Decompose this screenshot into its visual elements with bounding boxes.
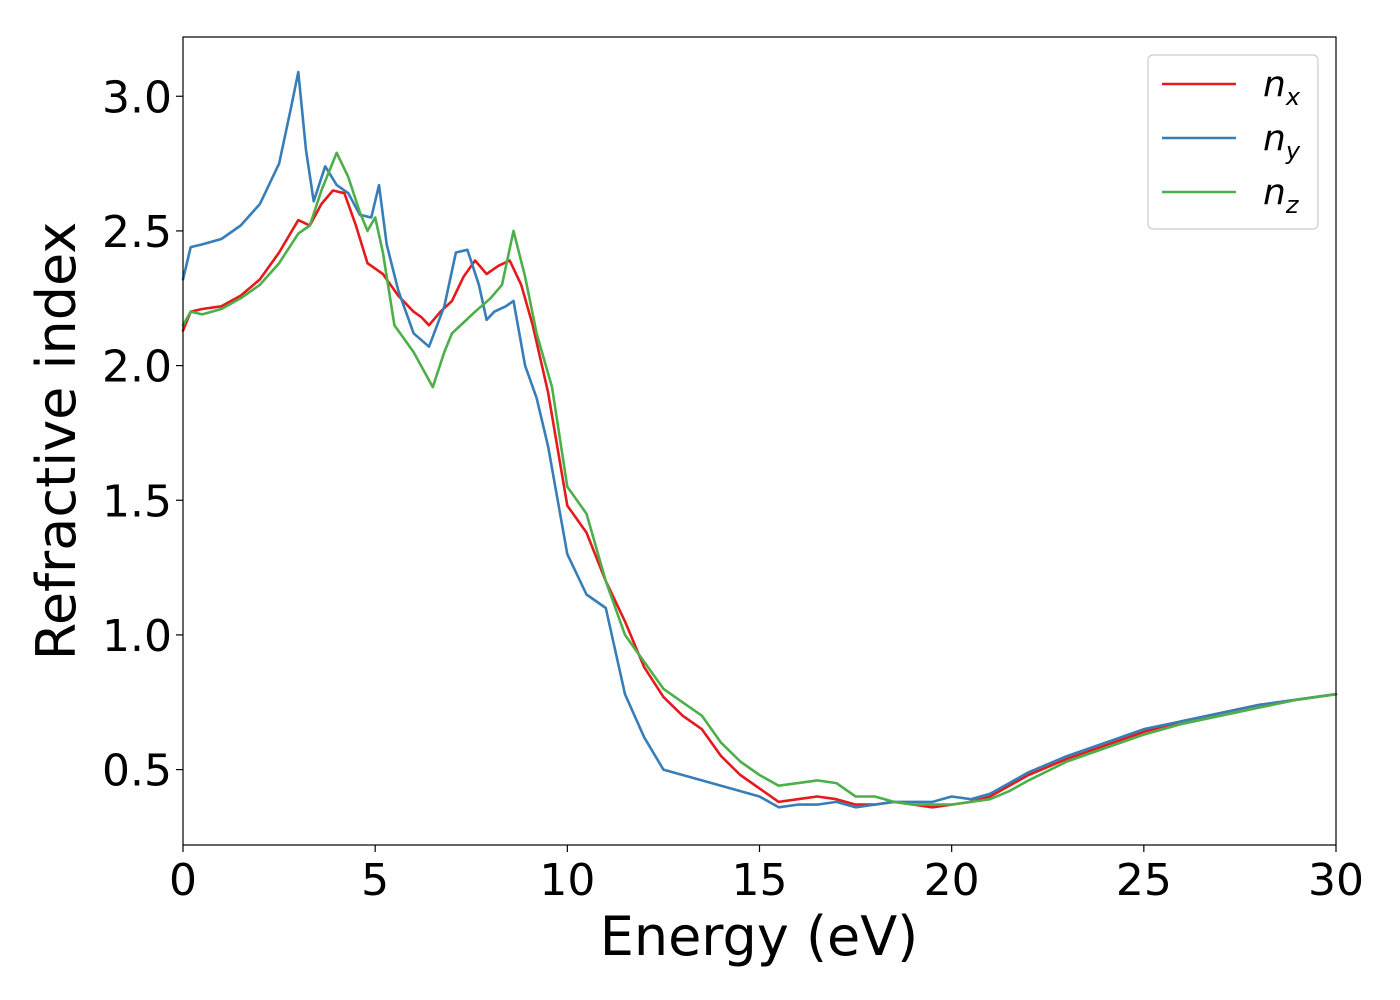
x-tick-label: 30 [1308, 855, 1364, 906]
x-tick-label: 5 [361, 855, 389, 906]
legend-label-main: n [1263, 64, 1286, 105]
x-tick-label: 15 [732, 855, 788, 906]
y-tick-label: 3.0 [102, 72, 172, 123]
y-tick-label: 1.0 [102, 611, 172, 662]
x-tick-label: 25 [1116, 855, 1172, 906]
legend-label-subscript: z [1285, 191, 1300, 219]
y-axis-label: Refractive index [25, 222, 88, 661]
legend-label-n-z: nz [1263, 172, 1300, 219]
x-axis-label: Energy (eV) [600, 905, 919, 968]
x-tick-label: 0 [169, 855, 197, 906]
series-line-n-y [181, 70, 1338, 809]
series-line-n-z [181, 151, 1338, 806]
y-tick-label: 2.5 [102, 207, 172, 258]
series-layer [181, 70, 1338, 809]
legend-box [1147, 54, 1319, 230]
y-axis: 0.5 1.0 1.5 2.0 2.5 3.0 [102, 72, 183, 797]
x-tick-label: 20 [924, 855, 980, 906]
y-tick-label: 0.5 [102, 746, 172, 797]
legend-label-subscript: x [1285, 83, 1301, 111]
y-tick-label: 1.5 [102, 476, 172, 527]
legend-label-main: n [1263, 172, 1286, 213]
legend-label-main: n [1263, 118, 1286, 159]
x-axis: 0 5 10 15 20 25 30 [169, 845, 1364, 906]
x-tick-label: 10 [539, 855, 595, 906]
legend-label-n-y: ny [1263, 118, 1301, 165]
legend-label-n-x: nx [1263, 64, 1301, 111]
y-tick-label: 2.0 [102, 342, 172, 393]
legend-label-subscript: y [1285, 137, 1301, 165]
